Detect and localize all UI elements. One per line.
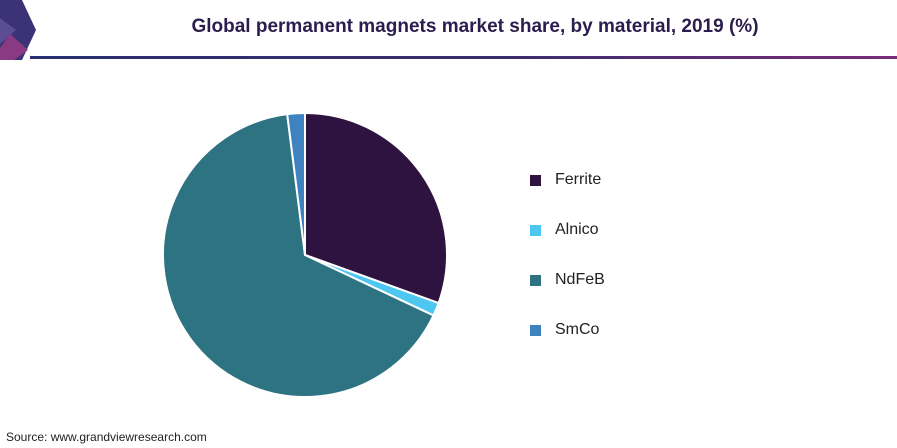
legend-item-ferrite: Ferrite	[530, 168, 730, 192]
chart-header: Global permanent magnets market share, b…	[0, 0, 897, 62]
legend-item-smco: SmCo	[530, 318, 730, 342]
pie-slice-ferrite	[304, 111, 448, 305]
legend-label: SmCo	[555, 321, 600, 338]
pie-chart	[150, 100, 460, 410]
brand-logo-icon	[0, 0, 36, 60]
header-divider	[30, 56, 897, 59]
legend-label: NdFeB	[555, 271, 605, 288]
legend-swatch	[530, 224, 541, 236]
legend-swatch	[530, 324, 541, 336]
chart-title: Global permanent magnets market share, b…	[191, 16, 759, 37]
legend-swatch	[530, 274, 541, 286]
chart-legend: Ferrite Alnico NdFeB SmCo	[530, 168, 730, 368]
pie-svg	[162, 111, 448, 398]
source-note: Source: www.grandviewresearch.com	[6, 430, 207, 444]
pie-slice-ndfeb	[162, 113, 435, 398]
pie-slice-smco	[286, 111, 306, 256]
legend-item-alnico: Alnico	[530, 218, 730, 242]
legend-label: Alnico	[555, 221, 599, 238]
legend-item-ndfeb: NdFeB	[530, 268, 730, 292]
legend-swatch	[530, 174, 541, 186]
legend-label: Ferrite	[555, 171, 602, 188]
